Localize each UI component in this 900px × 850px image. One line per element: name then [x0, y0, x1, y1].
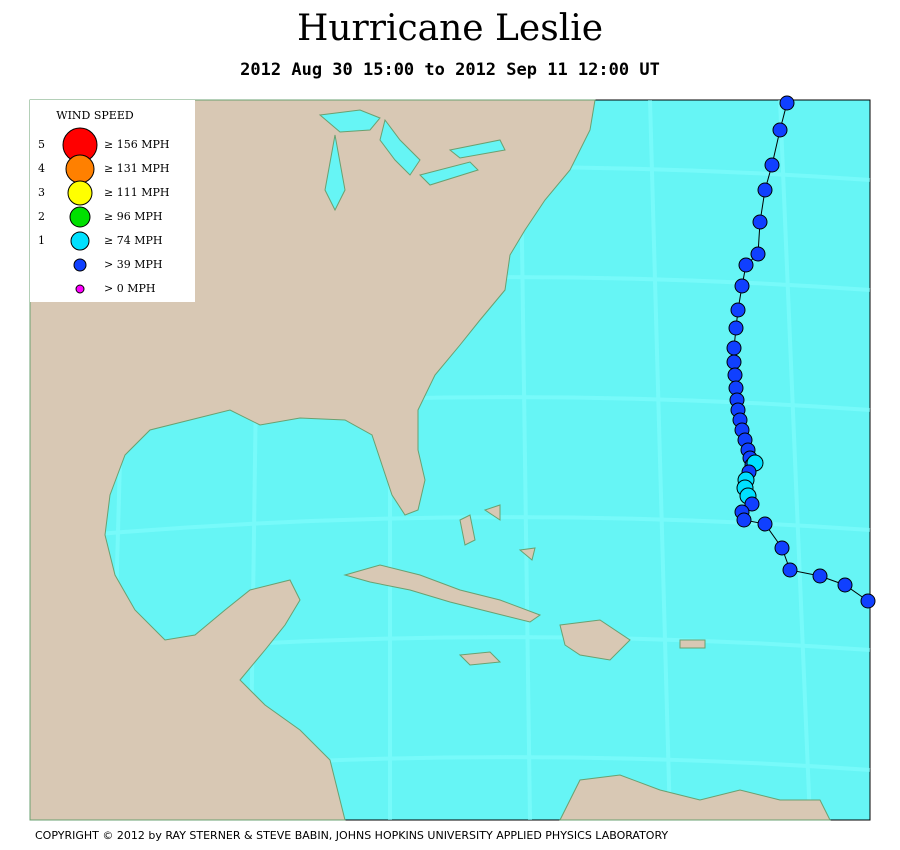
legend-label: ≥ 96 MPH: [104, 210, 162, 223]
track-point: [730, 302, 746, 318]
legend-label: > 39 MPH: [104, 258, 162, 271]
legend-swatch: [69, 206, 91, 228]
legend-label: ≥ 74 MPH: [104, 234, 162, 247]
great-lakes: [318, 109, 506, 212]
subtitle: 2012 Aug 30 15:00 to 2012 Sep 11 12:00 U…: [240, 60, 660, 80]
track-point: [726, 354, 742, 370]
legend-category: 2: [38, 210, 45, 223]
legend-label: > 0 MPH: [104, 282, 155, 295]
legend-box: [30, 100, 195, 302]
track-point: [750, 246, 766, 262]
track-point: [738, 257, 754, 273]
legend-label: ≥ 156 MPH: [104, 138, 169, 151]
legend-swatch: [73, 258, 87, 272]
track-point: [726, 340, 742, 356]
track-point: [744, 496, 760, 512]
legend-swatch: [65, 154, 95, 184]
track-point: [782, 562, 798, 578]
legend-category: 3: [38, 186, 45, 199]
track-point: [772, 122, 788, 138]
legend-category: 1: [38, 234, 45, 247]
track-point: [727, 367, 743, 383]
legend-swatch: [67, 180, 93, 206]
legend-category: 5: [38, 138, 45, 151]
legend-title: WIND SPEED: [56, 109, 134, 122]
track-point: [752, 214, 768, 230]
bahamas: [459, 504, 536, 561]
track-point: [757, 182, 773, 198]
track-point: [860, 593, 876, 609]
south-america: [559, 774, 831, 821]
cuba: [343, 564, 542, 623]
legend-label: ≥ 111 MPH: [104, 186, 169, 199]
track-point: [812, 568, 828, 584]
track-point: [764, 157, 780, 173]
title: Hurricane Leslie: [297, 8, 603, 49]
track-point: [736, 512, 752, 528]
storm-track: [726, 95, 876, 609]
copyright: COPYRIGHT © 2012 by RAY STERNER & STEVE …: [35, 829, 668, 842]
map: WIND SPEED 5 ≥ 156 MPH 4 ≥ 131 MPH 3 ≥ 111 MP…: [29, 95, 876, 821]
puerto-rico: [679, 639, 706, 649]
track-point: [728, 320, 744, 336]
legend-category: 4: [38, 162, 45, 175]
legend: 5 ≥ 156 MPH 4 ≥ 131 MPH 3 ≥ 111 MPH 2 ≥ 96 MPH 1…: [38, 127, 169, 295]
hispaniola: [559, 619, 631, 661]
legend-swatch: [75, 284, 85, 294]
track-point: [757, 516, 773, 532]
jamaica: [458, 651, 502, 666]
track-point: [774, 540, 790, 556]
track-point: [779, 95, 795, 111]
track-point: [734, 278, 750, 294]
track-point: [837, 577, 853, 593]
legend-label: ≥ 131 MPH: [104, 162, 169, 175]
legend-swatch: [70, 231, 90, 251]
